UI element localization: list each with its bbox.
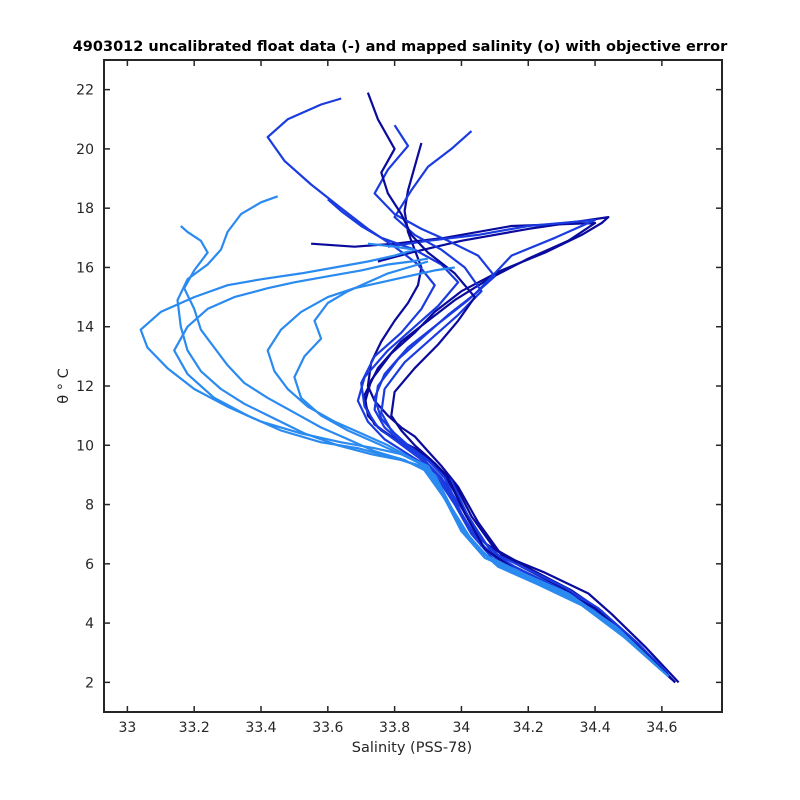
chart-title: 4903012 uncalibrated float data (-) and …: [73, 39, 728, 55]
y-tick-label: 22: [76, 83, 94, 99]
x-tick-label: 34: [453, 720, 471, 736]
y-tick-label: 8: [85, 498, 94, 514]
profile-line: [266, 266, 670, 678]
y-tick-label: 2: [85, 675, 94, 691]
axis-ticks: 33 33.2 33.4 33.6 33.8 34 34.2 34.4 34.6 2 4 6 8 10 12…: [76, 60, 722, 736]
x-tick-label: 34.4: [579, 720, 610, 736]
profile-line: [373, 218, 670, 675]
x-tick-label: 33: [118, 720, 136, 736]
y-tick-label: 6: [85, 557, 94, 573]
y-tick-label: 4: [85, 616, 94, 632]
y-tick-label: 16: [76, 260, 94, 276]
y-tick-label: 10: [76, 438, 94, 454]
profile-line: [293, 260, 663, 672]
y-tick-label: 20: [76, 142, 94, 158]
profile-line: [373, 124, 676, 684]
y-tick-label: 12: [76, 379, 94, 395]
plot-frame: [103, 59, 723, 713]
x-tick-label: 33.8: [379, 720, 410, 736]
x-axis-label: Salinity (PSS-78): [352, 740, 472, 756]
x-tick-label: 34.6: [646, 720, 677, 736]
x-tick-label: 33.6: [312, 720, 343, 736]
profile-line: [327, 198, 663, 672]
y-axis-label: θ ° C: [56, 368, 72, 403]
x-tick-label: 33.2: [179, 720, 210, 736]
y-tick-label: 14: [76, 320, 94, 336]
profile-lines: [139, 92, 680, 684]
profile-line: [380, 130, 673, 681]
x-tick-label: 34.2: [513, 720, 544, 736]
x-tick-label: 33.4: [245, 720, 276, 736]
profile-line: [266, 97, 666, 675]
profile-line: [366, 92, 676, 684]
y-tick-label: 18: [76, 201, 94, 217]
